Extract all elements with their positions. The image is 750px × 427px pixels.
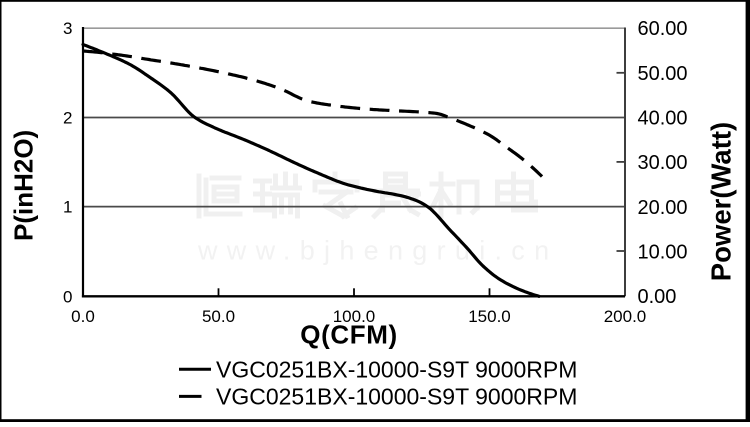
svg-text:150.0: 150.0 [468, 307, 511, 326]
svg-text:0: 0 [63, 287, 72, 306]
svg-text:0.00: 0.00 [638, 286, 677, 308]
svg-text:50.0: 50.0 [202, 307, 235, 326]
svg-text:100.0: 100.0 [333, 307, 376, 326]
svg-text:50.00: 50.00 [638, 63, 688, 85]
svg-text:40.00: 40.00 [638, 107, 688, 129]
svg-text:Q(CFM): Q(CFM) [300, 320, 397, 350]
svg-text:VGC0251BX-10000-S9T 9000RPM: VGC0251BX-10000-S9T 9000RPM [216, 384, 577, 410]
svg-text:200.0: 200.0 [604, 307, 647, 326]
svg-text:10.00: 10.00 [638, 241, 688, 263]
svg-text:30.00: 30.00 [638, 152, 688, 174]
svg-text:P(inH2O): P(inH2O) [9, 130, 39, 241]
svg-text:0.0: 0.0 [71, 307, 95, 326]
svg-text:3: 3 [63, 19, 72, 38]
svg-text:60.00: 60.00 [638, 18, 688, 40]
svg-text:2: 2 [63, 109, 72, 128]
svg-text:Power(Watt): Power(Watt) [706, 122, 737, 281]
svg-text:1: 1 [63, 198, 72, 217]
svg-text:VGC0251BX-10000-S9T 9000RPM: VGC0251BX-10000-S9T 9000RPM [216, 357, 577, 383]
svg-text:www.bjhengrui.cn: www.bjhengrui.cn [197, 236, 558, 266]
svg-text:20.00: 20.00 [638, 197, 688, 219]
